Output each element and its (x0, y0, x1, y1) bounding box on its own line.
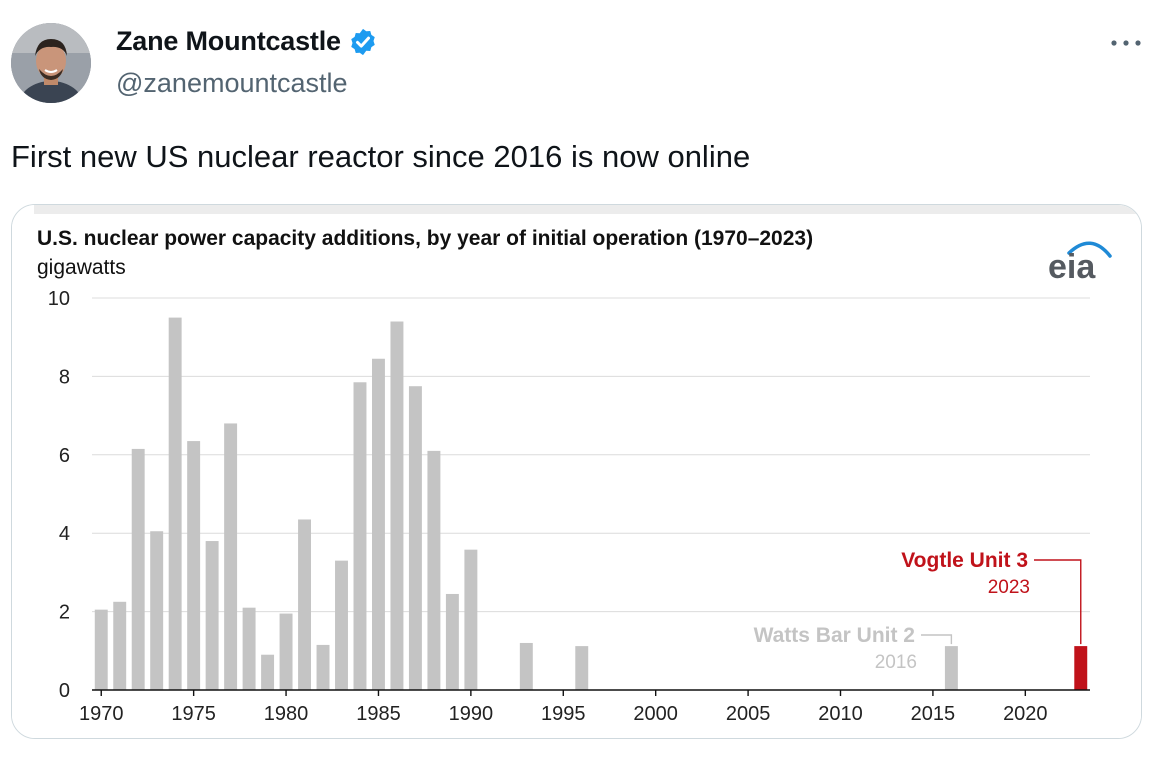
annotation-name: Watts Bar Unit 2 (754, 624, 915, 647)
chart-title: U.S. nuclear power capacity additions, b… (37, 227, 813, 250)
bar-1986 (390, 321, 404, 690)
y-tick-label: 8 (59, 366, 70, 388)
annotation-name: Vogtle Unit 3 (901, 549, 1028, 572)
bar-1996 (575, 646, 589, 690)
bar-1993 (519, 642, 533, 690)
bar-1974 (168, 317, 182, 690)
bar-1985 (371, 358, 385, 690)
bar-1989 (445, 593, 459, 690)
x-tick-label: 1995 (541, 703, 586, 725)
bar-1980 (279, 613, 293, 690)
bar-1990 (464, 549, 478, 690)
x-tick-label: 2000 (633, 703, 678, 725)
capacity-bar-chart: U.S. nuclear power capacity additions, b… (12, 205, 1141, 738)
bar-1987 (408, 386, 422, 690)
bar-1973 (150, 531, 164, 690)
x-tick-label: 1980 (264, 703, 309, 725)
bar-1982 (316, 644, 330, 690)
bar-1976 (205, 541, 219, 690)
bar-2023 (1074, 646, 1088, 690)
x-tick-label: 1985 (356, 703, 401, 725)
bar-1977 (224, 423, 238, 690)
bar-1970 (94, 609, 108, 690)
bar-2016 (944, 646, 958, 690)
tweet-text: First new US nuclear reactor since 2016 … (11, 139, 751, 174)
author-row: Zane Mountcastle (116, 26, 378, 57)
avatar-image (11, 23, 91, 103)
author-handle[interactable]: @zanemountcastle (116, 68, 348, 98)
bar-1971 (113, 601, 127, 690)
x-tick-label: 1990 (449, 703, 494, 725)
x-tick-label: 2005 (726, 703, 771, 725)
y-tick-label: 10 (48, 288, 70, 310)
y-tick-label: 0 (59, 680, 70, 702)
x-tick-label: 2015 (911, 703, 956, 725)
bar-1979 (261, 654, 275, 690)
bar-1988 (427, 450, 441, 690)
y-axis-label: gigawatts (37, 256, 126, 279)
y-tick-label: 4 (59, 523, 70, 545)
x-tick-label: 1975 (171, 703, 216, 725)
x-tick-label: 2020 (1003, 703, 1048, 725)
more-options-icon[interactable] (1108, 28, 1144, 58)
bar-1978 (242, 607, 256, 690)
y-tick-label: 2 (59, 602, 70, 624)
image-top-border (34, 205, 1141, 214)
bar-1983 (335, 560, 348, 690)
bar-1981 (298, 519, 312, 690)
bar-1972 (131, 448, 145, 690)
verified-badge-icon (351, 28, 375, 55)
annotation-leader-line (921, 634, 953, 645)
author-name[interactable]: Zane Mountcastle (116, 26, 341, 56)
x-tick-label: 2010 (818, 703, 863, 725)
bar-1975 (187, 441, 201, 690)
avatar[interactable] (11, 23, 91, 103)
annotation-year: 2023 (988, 577, 1030, 598)
annotation-leader-line (1034, 559, 1082, 645)
eia-logo: eia (1048, 241, 1112, 286)
tweet-media[interactable]: U.S. nuclear power capacity additions, b… (11, 204, 1142, 739)
y-tick-label: 6 (59, 445, 70, 467)
eia-logo-text: eia (1048, 248, 1096, 286)
x-tick-label: 1970 (79, 703, 124, 725)
bar-1984 (353, 382, 367, 690)
annotation-year: 2016 (875, 652, 917, 673)
